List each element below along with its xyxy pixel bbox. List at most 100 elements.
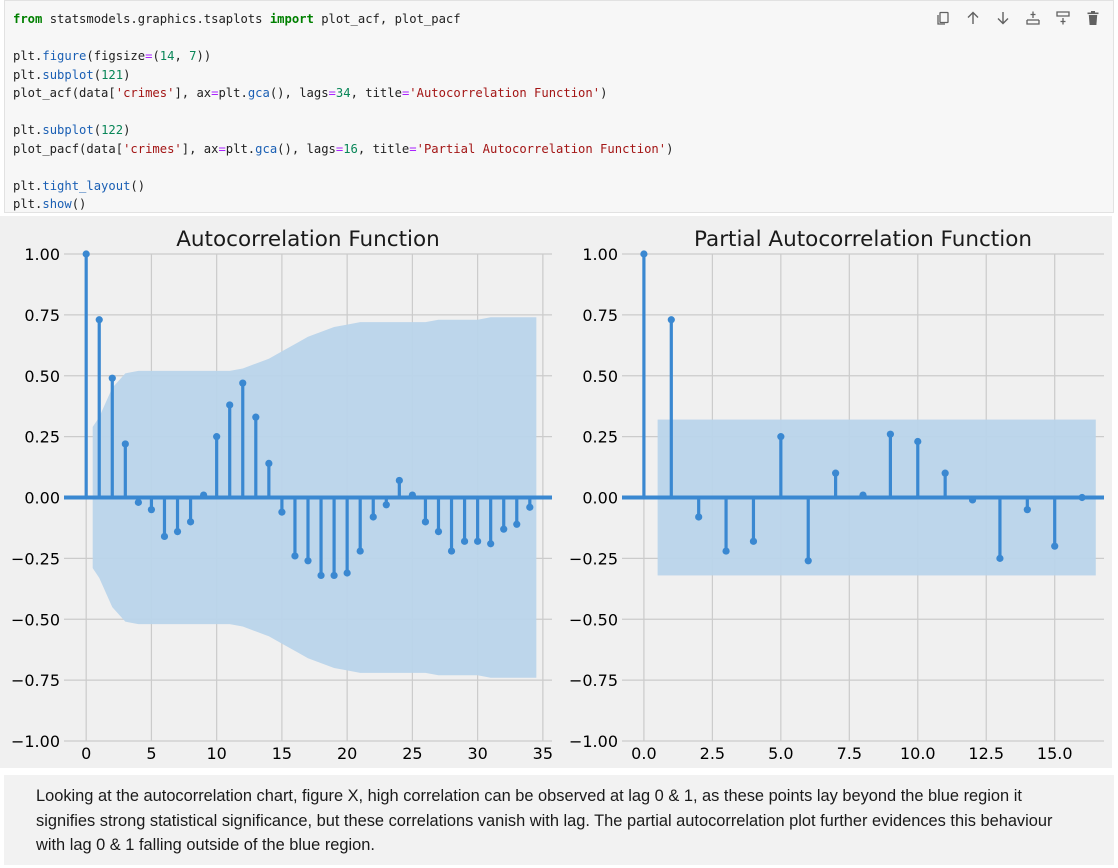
acf-marker-lag-26 [421, 518, 430, 526]
code-line: plt.subplot(121) [13, 66, 673, 85]
code-editor[interactable]: from statsmodels.graphics.tsaplots impor… [13, 10, 673, 214]
code-token: tight_layout [42, 178, 131, 193]
copy-button[interactable] [931, 7, 955, 29]
acf-marker-lag-31 [487, 540, 495, 548]
code-token: = [218, 141, 226, 156]
insert-above-button[interactable] [1021, 7, 1045, 29]
code-token: )) [196, 49, 212, 63]
acf-chart: −1.00 −0.75 −0.50 −0.25 0.00 0.25 0.50 0.75 1.00… [11, 227, 553, 763]
code-token: = [335, 141, 344, 156]
acf-xtick-label: 15 [272, 744, 292, 763]
code-token: (), lags [277, 141, 336, 156]
insert-below-icon [1056, 11, 1070, 25]
code-token: () [71, 197, 87, 211]
acf-xtick-label: 35 [533, 744, 553, 763]
acf-marker-lag-27 [434, 527, 443, 536]
code-line: plt.show() [13, 195, 673, 214]
acf-marker-lag-0 [82, 250, 90, 258]
code-token: subplot [42, 67, 94, 82]
move-up-button[interactable] [961, 7, 985, 29]
move-up-icon [967, 11, 979, 24]
code-token: 'Autocorrelation Function' [409, 86, 601, 100]
code-token: import [269, 12, 314, 26]
move-down-button[interactable] [991, 7, 1015, 29]
pacf-ytick-label: −0.25 [569, 549, 618, 568]
acf-xtick-label: 5 [146, 744, 156, 763]
acf-marker-lag-8 [186, 518, 195, 526]
acf-pacf-figure: −1.00−0.75−0.50−0.250.000.250.500.751.00… [0, 216, 1112, 768]
pacf-ytick-label: −0.75 [569, 671, 618, 690]
code-token: = [328, 86, 336, 100]
acf-marker-lag-5 [147, 506, 156, 514]
code-token: () [130, 178, 146, 193]
code-token: statsmodels.graphics.tsaplots [42, 12, 270, 26]
acf-xtick-label: 30 [467, 744, 487, 763]
code-token: gca [247, 86, 270, 100]
move-down-icon [997, 12, 1009, 25]
code-token: plt. [13, 49, 43, 63]
pacf-marker-lag-3 [722, 547, 730, 555]
acf-marker-lag-6 [160, 532, 169, 541]
delete-icon [1087, 11, 1099, 25]
acf-ytick-label: 0.25 [24, 428, 60, 447]
code-token: plt. [13, 67, 43, 82]
acf-marker-lag-7 [173, 527, 182, 536]
acf-ytick-label: 0.00 [24, 489, 60, 508]
pacf-marker-lag-8 [859, 491, 867, 499]
pacf-xtick-label: 12.5 [968, 744, 1004, 763]
acf-marker-lag-18 [317, 571, 325, 580]
code-line: plot_acf(data['crimes'], ax=plt.gca(), l… [13, 84, 673, 103]
code-token: , title [357, 141, 410, 156]
acf-marker-lag-14 [265, 459, 273, 468]
acf-marker-lag-32 [500, 525, 508, 533]
code-line [13, 158, 673, 177]
code-token: plt. [225, 141, 256, 156]
code-token: , title [350, 86, 402, 100]
code-token: ) [666, 141, 674, 156]
acf-marker-lag-30 [474, 537, 482, 545]
acf-marker-lag-15 [278, 508, 286, 516]
pacf-xtick-label: 5.0 [768, 744, 793, 763]
acf-ytick-label: −0.75 [11, 671, 60, 690]
output-scroll-edge [1112, 216, 1118, 768]
pacf-ytick-label: −0.50 [569, 610, 618, 629]
acf-xtick-label: 10 [206, 744, 226, 763]
delete-button[interactable] [1081, 7, 1105, 29]
acf-ytick-label: −0.25 [11, 549, 60, 568]
code-token: (figsize [86, 49, 146, 63]
acf-marker-lag-3 [121, 440, 129, 448]
code-line: from statsmodels.graphics.tsaplots impor… [13, 10, 673, 29]
acf-xtick-label: 0 [81, 744, 91, 763]
pacf-marker-lag-13 [996, 554, 1004, 562]
pacf-xtick-label: 0.0 [631, 744, 656, 763]
acf-xtick-label: 25 [402, 744, 422, 763]
acf-marker-lag-1 [95, 316, 103, 324]
pacf-marker-lag-15 [1051, 542, 1059, 550]
code-token: 'crimes' [115, 86, 175, 100]
code-line: plt.tight_layout() [13, 177, 673, 196]
acf-marker-lag-20 [343, 569, 351, 577]
pacf-ytick-label: 0.25 [582, 428, 618, 447]
code-token: = [211, 86, 219, 100]
code-token: plt. [13, 178, 43, 193]
code-token: 122 [101, 123, 124, 137]
pacf-ytick-label: 0.75 [582, 306, 618, 325]
code-token: gca [255, 141, 278, 156]
pacf-marker-lag-10 [914, 437, 922, 446]
code-token: = [409, 141, 417, 156]
code-token: show [42, 197, 72, 211]
acf-ytick-label: 0.75 [24, 306, 60, 325]
code-cell[interactable]: from statsmodels.graphics.tsaplots impor… [4, 0, 1114, 213]
markdown-cell[interactable]: Looking at the autocorrelation chart, fi… [4, 775, 1114, 865]
pacf-ytick-label: −1.00 [569, 732, 618, 751]
pacf-marker-lag-14 [1023, 506, 1031, 514]
pacf-chart: −1.00 −0.75 −0.50 −0.25 0.00 0.25 0.50 0.75 1.00… [569, 227, 1104, 763]
code-token: 34 [335, 86, 351, 100]
copy-icon [937, 11, 949, 25]
code-token: ( [152, 49, 160, 63]
code-token: plot_acf, plot_pacf [313, 12, 461, 26]
pacf-xtick-label: 7.5 [837, 744, 862, 763]
insert-below-button[interactable] [1051, 7, 1075, 29]
pacf-ytick-label: 0.00 [582, 489, 618, 508]
code-token: (), lags [269, 86, 329, 100]
